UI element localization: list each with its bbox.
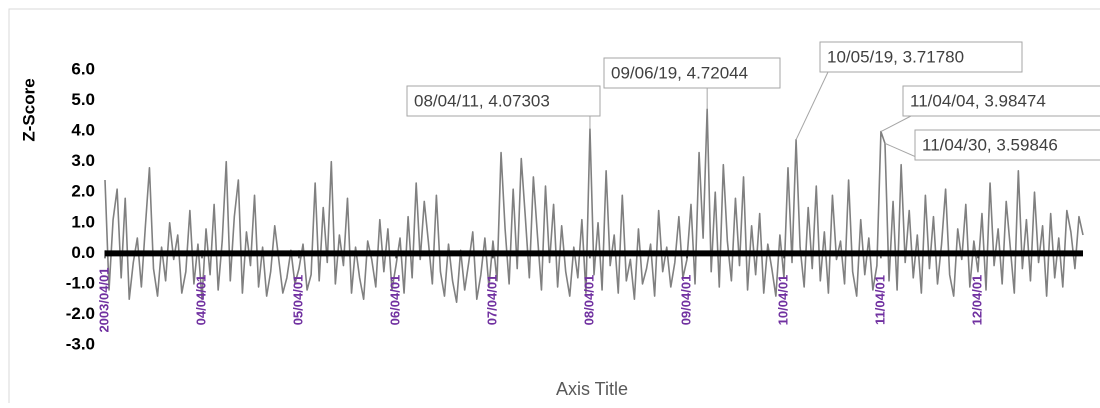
y-tick-label: 4.0 (71, 121, 95, 140)
x-tick-label: 05/04/01 (290, 275, 305, 326)
x-tick-label: 08/04/01 (581, 275, 596, 326)
annotation-leader (880, 115, 912, 133)
x-axis-title: Axis Title (556, 379, 628, 399)
annotation-leader (795, 71, 829, 140)
annotation-box (914, 129, 1100, 161)
data-label: 11/04/30, 3.59846 (922, 135, 1058, 154)
x-tick-label: 12/04/01 (969, 275, 984, 326)
annotation-box (406, 85, 601, 117)
y-tick-label: 3.0 (71, 151, 95, 170)
annotation-box (603, 57, 781, 89)
annotation-box (902, 85, 1100, 117)
x-tick-label: 09/04/01 (678, 275, 693, 326)
data-label: 08/04/11, 4.07303 (414, 91, 550, 110)
y-tick-label: 2.0 (71, 182, 95, 201)
data-line (104, 108, 1084, 304)
data-label: 10/05/19, 3.71780 (827, 47, 964, 66)
y-axis-title: Z-Score (19, 78, 38, 141)
x-tick-label: 2003/04/01 (96, 267, 111, 332)
data-label: 11/04/04, 3.98474 (910, 91, 1046, 110)
y-tick-label: -3.0 (66, 334, 95, 353)
annotation-box (819, 41, 1023, 73)
x-tick-label: 04/04/01 (193, 275, 208, 326)
y-tick-label: 6.0 (71, 59, 95, 78)
y-tick-label: 0.0 (71, 243, 95, 262)
x-tick-label: 10/04/01 (775, 275, 790, 326)
y-tick-label: -2.0 (66, 304, 95, 323)
x-tick-label: 11/04/01 (872, 275, 887, 325)
y-tick-label: 1.0 (71, 212, 95, 231)
x-tick-label: 07/04/01 (484, 275, 499, 326)
x-tick-label: 06/04/01 (387, 275, 402, 326)
y-tick-label: -1.0 (66, 273, 95, 292)
y-tick-label: 5.0 (71, 90, 95, 109)
data-label: 09/06/19, 4.72044 (611, 63, 748, 82)
